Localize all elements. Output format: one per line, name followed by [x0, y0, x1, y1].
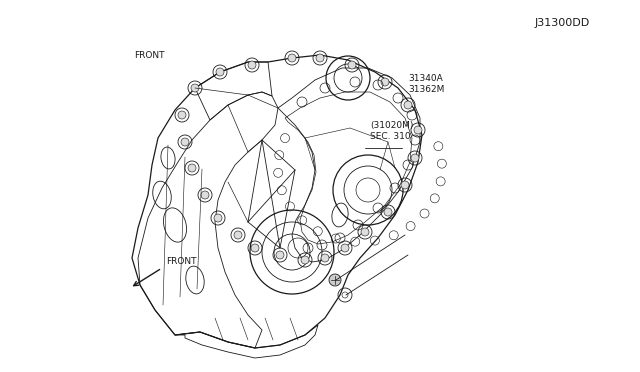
- Circle shape: [329, 274, 341, 286]
- Circle shape: [341, 244, 349, 252]
- Circle shape: [288, 54, 296, 62]
- Text: 31362M: 31362M: [408, 85, 445, 94]
- Circle shape: [411, 154, 419, 162]
- Text: 31340A: 31340A: [408, 74, 443, 83]
- Circle shape: [401, 181, 409, 189]
- Circle shape: [214, 214, 222, 222]
- Circle shape: [316, 54, 324, 62]
- Circle shape: [404, 101, 412, 109]
- Text: SEC. 310: SEC. 310: [370, 132, 410, 141]
- Text: FRONT: FRONT: [134, 51, 165, 60]
- Circle shape: [381, 78, 389, 86]
- Circle shape: [201, 191, 209, 199]
- Circle shape: [191, 84, 199, 92]
- Circle shape: [188, 164, 196, 172]
- Circle shape: [301, 256, 309, 264]
- Circle shape: [321, 254, 329, 262]
- Circle shape: [384, 208, 392, 216]
- Circle shape: [414, 126, 422, 134]
- Circle shape: [178, 111, 186, 119]
- Circle shape: [181, 138, 189, 146]
- Text: J31300DD: J31300DD: [534, 18, 589, 28]
- Circle shape: [248, 61, 256, 69]
- Circle shape: [348, 61, 356, 69]
- Circle shape: [234, 231, 242, 239]
- Text: (31020M): (31020M): [370, 121, 413, 130]
- Circle shape: [361, 228, 369, 236]
- Text: FRONT: FRONT: [166, 257, 196, 266]
- Circle shape: [276, 251, 284, 259]
- Circle shape: [216, 68, 224, 76]
- Circle shape: [251, 244, 259, 252]
